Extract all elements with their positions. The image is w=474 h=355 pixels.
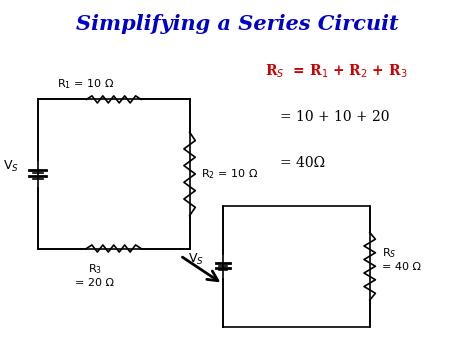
Text: R$_2$ = 10 Ω: R$_2$ = 10 Ω (201, 167, 259, 181)
Text: R$_1$ = 10 Ω: R$_1$ = 10 Ω (57, 77, 114, 91)
Text: R$_3$
= 20 Ω: R$_3$ = 20 Ω (75, 263, 114, 288)
Text: V$_S$: V$_S$ (188, 252, 204, 267)
Text: R$_S$
= 40 Ω: R$_S$ = 40 Ω (382, 246, 420, 272)
Text: V$_S$: V$_S$ (3, 159, 19, 174)
Text: Simplifying a Series Circuit: Simplifying a Series Circuit (76, 14, 398, 34)
Text: R$_S$  = R$_1$ + R$_2$ + R$_3$: R$_S$ = R$_1$ + R$_2$ + R$_3$ (265, 62, 408, 80)
Text: = 40Ω: = 40Ω (280, 156, 325, 170)
Text: = 10 + 10 + 20: = 10 + 10 + 20 (280, 110, 389, 124)
